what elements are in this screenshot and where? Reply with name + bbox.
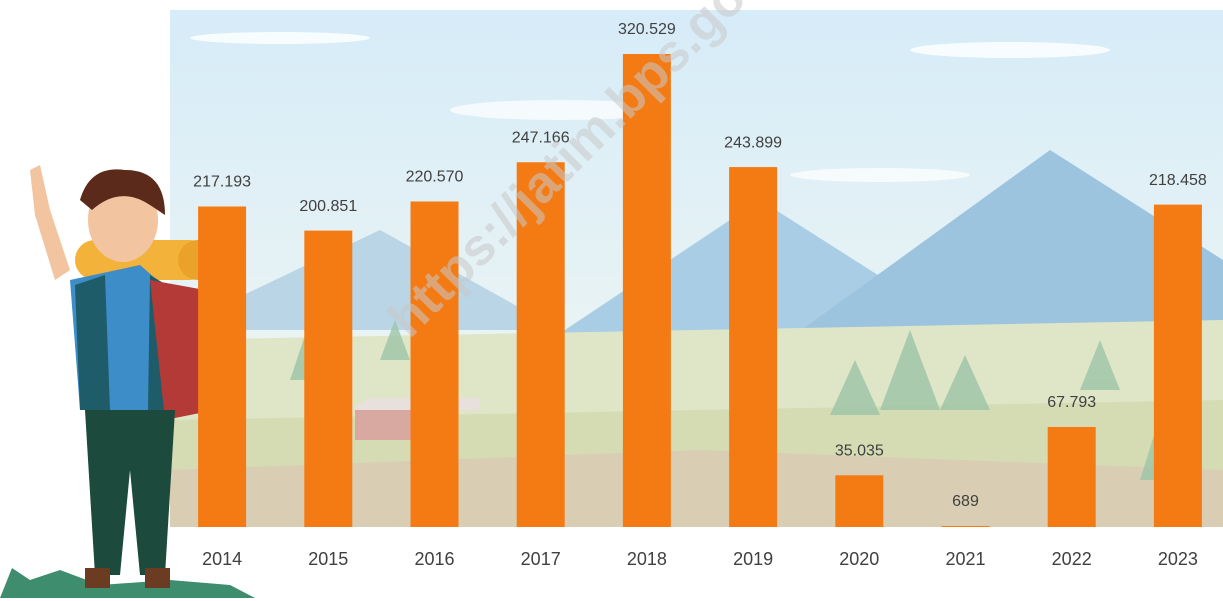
x-tick-label: 2014 — [202, 549, 242, 569]
x-tick-label: 2023 — [1158, 549, 1198, 569]
value-label: 689 — [952, 493, 979, 510]
bar — [729, 167, 778, 527]
bar — [410, 201, 459, 527]
x-tick-label: 2018 — [627, 549, 667, 569]
value-label: 243.899 — [724, 134, 782, 151]
x-tick-label: 2015 — [308, 549, 348, 569]
value-label: 247.166 — [512, 129, 570, 146]
bar — [941, 525, 990, 527]
bar — [1153, 204, 1202, 527]
bar — [198, 206, 247, 527]
value-label: 320.529 — [618, 21, 676, 38]
x-tick-label: 2022 — [1052, 549, 1092, 569]
value-label: 200.851 — [299, 198, 357, 215]
x-tick-label: 2020 — [839, 549, 879, 569]
bar — [835, 475, 884, 527]
bar — [622, 54, 671, 527]
value-label: 67.793 — [1047, 394, 1096, 411]
value-label: 35.035 — [835, 443, 884, 460]
bar — [304, 230, 353, 527]
value-label: 220.570 — [406, 169, 464, 186]
x-tick-label: 2016 — [414, 549, 454, 569]
bar — [516, 162, 565, 527]
x-tick-label: 2021 — [945, 549, 985, 569]
bar — [1047, 426, 1096, 527]
x-tick-label: 2017 — [521, 549, 561, 569]
x-tick-label: 2019 — [733, 549, 773, 569]
value-label: 217.193 — [193, 174, 251, 191]
value-label: 218.458 — [1149, 172, 1207, 189]
